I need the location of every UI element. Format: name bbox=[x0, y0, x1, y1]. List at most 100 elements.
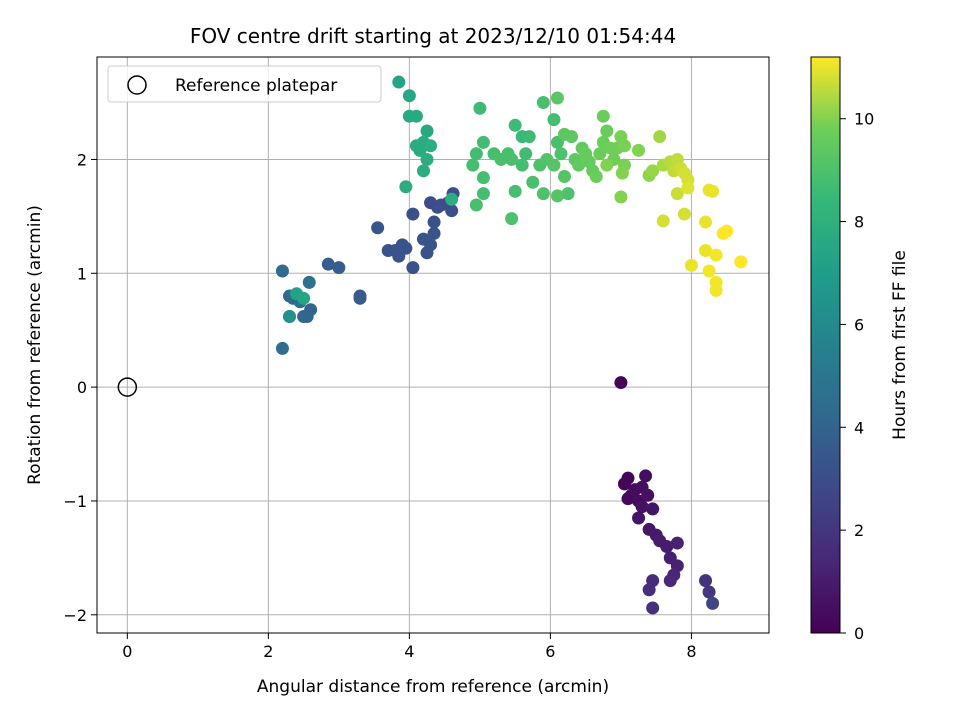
x-tick-label: 0 bbox=[122, 642, 132, 661]
data-point bbox=[395, 238, 409, 252]
x-tick-label: 8 bbox=[686, 642, 696, 661]
data-points bbox=[275, 75, 748, 615]
data-point bbox=[558, 170, 572, 184]
colorbar-tick-label: 10 bbox=[854, 110, 874, 129]
x-axis-ticks: 0 2 4 6 8 bbox=[122, 633, 697, 661]
data-point bbox=[445, 192, 459, 206]
data-point bbox=[473, 101, 487, 115]
data-point bbox=[297, 291, 311, 305]
data-point bbox=[505, 152, 519, 166]
data-point bbox=[469, 147, 483, 161]
data-point bbox=[670, 536, 684, 550]
data-point bbox=[476, 135, 490, 149]
data-point bbox=[550, 91, 564, 105]
data-point bbox=[424, 139, 438, 153]
legend: Reference platepar bbox=[107, 65, 382, 103]
data-point bbox=[371, 221, 385, 235]
data-point bbox=[702, 585, 716, 599]
data-point bbox=[565, 130, 579, 144]
data-point bbox=[670, 187, 684, 201]
data-point bbox=[508, 118, 522, 132]
colorbar-ticks: 0 2 4 6 8 10 bbox=[840, 110, 874, 643]
x-axis-label: Angular distance from reference (arcmin) bbox=[257, 677, 609, 697]
colorbar-tick-label: 4 bbox=[854, 418, 864, 437]
data-point bbox=[332, 261, 346, 275]
x-tick-label: 4 bbox=[404, 642, 414, 661]
data-point bbox=[406, 207, 420, 221]
legend-reference-marker bbox=[127, 75, 147, 95]
data-point bbox=[593, 147, 607, 161]
data-point bbox=[656, 214, 670, 228]
data-point bbox=[699, 215, 713, 229]
data-point bbox=[663, 574, 677, 588]
data-point bbox=[646, 502, 660, 516]
data-point bbox=[522, 130, 536, 144]
data-point bbox=[653, 130, 667, 144]
data-point bbox=[515, 158, 529, 172]
data-point bbox=[600, 158, 614, 172]
data-point bbox=[519, 147, 533, 161]
data-point bbox=[684, 258, 698, 272]
data-point bbox=[469, 198, 483, 212]
data-point bbox=[699, 244, 713, 258]
data-point bbox=[589, 170, 603, 184]
data-point bbox=[402, 89, 416, 103]
data-point bbox=[642, 583, 656, 597]
grid-lines bbox=[97, 57, 769, 633]
data-point bbox=[621, 471, 635, 485]
data-point bbox=[321, 257, 335, 271]
data-point bbox=[409, 109, 423, 123]
data-point bbox=[302, 275, 316, 289]
data-point bbox=[283, 310, 297, 324]
colorbar: 0 2 4 6 8 10 Hours from first FF file bbox=[810, 56, 910, 643]
legend-label: Reference platepar bbox=[175, 76, 337, 96]
data-point bbox=[709, 248, 723, 262]
data-point bbox=[427, 226, 441, 240]
y-tick-label: 1 bbox=[77, 264, 87, 283]
data-point bbox=[420, 152, 434, 166]
data-point bbox=[646, 601, 660, 615]
data-point bbox=[621, 492, 635, 506]
y-tick-label: −2 bbox=[63, 606, 87, 625]
data-point bbox=[614, 376, 628, 390]
data-point bbox=[420, 124, 434, 138]
data-point bbox=[381, 244, 395, 258]
data-point bbox=[709, 283, 723, 297]
colorbar-label: Hours from first FF file bbox=[890, 250, 910, 440]
y-tick-label: 0 bbox=[77, 378, 87, 397]
data-point bbox=[646, 164, 660, 178]
data-point bbox=[706, 596, 720, 610]
data-point bbox=[399, 180, 413, 194]
data-point bbox=[476, 171, 490, 185]
data-point bbox=[466, 158, 480, 172]
chart-title: FOV centre drift starting at 2023/12/10 … bbox=[190, 24, 676, 48]
data-point bbox=[427, 215, 441, 229]
data-point bbox=[424, 196, 438, 210]
data-point bbox=[617, 139, 631, 153]
data-point bbox=[413, 143, 427, 157]
data-point bbox=[416, 164, 430, 178]
data-point bbox=[476, 187, 490, 201]
x-tick-label: 6 bbox=[545, 642, 555, 661]
data-point bbox=[561, 187, 575, 201]
y-axis-ticks: −2 −1 0 1 2 bbox=[63, 150, 97, 625]
data-point bbox=[639, 469, 653, 483]
data-point bbox=[554, 147, 568, 161]
plot-frame bbox=[96, 56, 770, 634]
data-point bbox=[641, 488, 655, 502]
data-point bbox=[275, 264, 289, 278]
colorbar-tick-label: 2 bbox=[854, 521, 864, 540]
y-tick-label: 2 bbox=[77, 150, 87, 169]
data-point bbox=[615, 166, 629, 180]
reference-platepar-marker bbox=[117, 377, 138, 397]
data-point bbox=[536, 187, 550, 201]
data-point bbox=[572, 158, 586, 172]
data-point bbox=[275, 341, 289, 355]
data-point bbox=[392, 75, 406, 89]
y-axis-label: Rotation from reference (arcmin) bbox=[25, 205, 45, 485]
data-point bbox=[353, 291, 367, 305]
data-point bbox=[632, 511, 646, 525]
data-point bbox=[297, 310, 311, 324]
data-point bbox=[660, 539, 674, 553]
